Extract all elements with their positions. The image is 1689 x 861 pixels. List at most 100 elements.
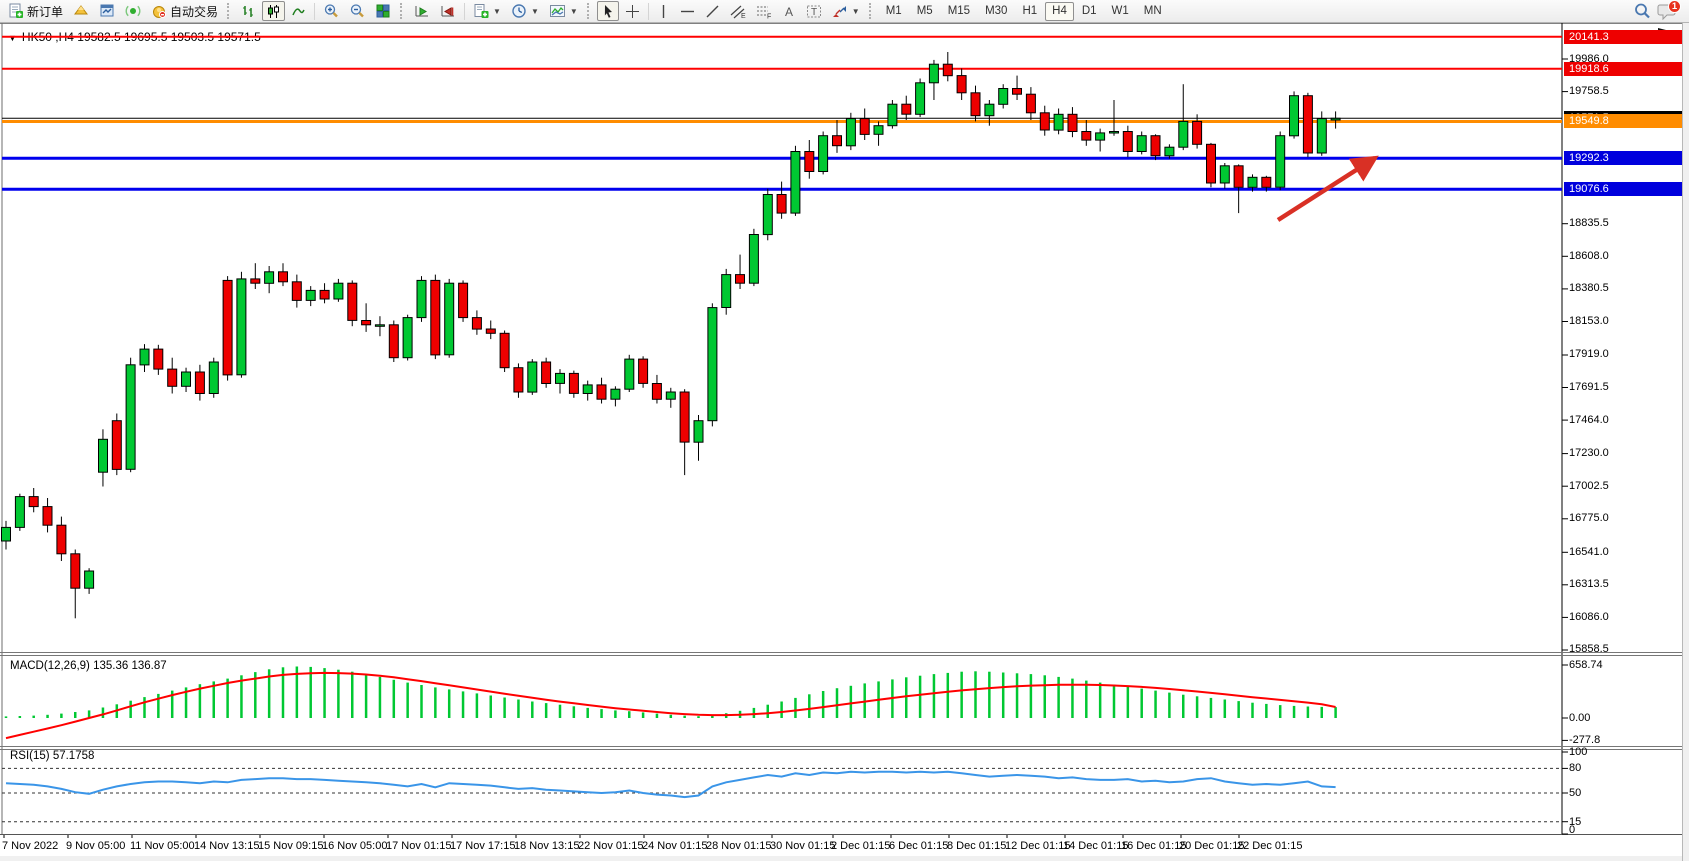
crosshair-button[interactable] [621, 1, 644, 21]
candle-body [790, 151, 801, 214]
notifications-button[interactable]: 1 [1657, 0, 1681, 21]
candle-body [374, 324, 385, 327]
crosshair-icon [625, 4, 639, 18]
candle-body [1136, 135, 1147, 152]
market-watch-button[interactable] [95, 1, 119, 21]
zoom-in-icon [324, 4, 338, 18]
candle-body [555, 372, 565, 384]
candle-body [1233, 165, 1244, 188]
auto-trading-button[interactable]: 自动交易 [147, 1, 222, 21]
annotation-arrow[interactable] [1276, 155, 1379, 222]
candle-body [845, 118, 856, 147]
new-order-label: 新订单 [27, 4, 64, 19]
candle-body [56, 524, 67, 555]
bar-chart-button[interactable] [237, 1, 260, 21]
candle-body [278, 271, 288, 283]
candle-body [998, 88, 1009, 105]
trendline-icon [706, 5, 719, 17]
horizontal-line-button[interactable] [676, 1, 699, 21]
candle-body [264, 271, 275, 284]
candle-body [402, 317, 413, 359]
candle-body [458, 282, 469, 319]
gold-button[interactable] [69, 1, 93, 21]
candle-body [194, 371, 205, 394]
signals-button[interactable] [121, 1, 145, 21]
candle-body [679, 391, 690, 443]
candle-body [84, 570, 95, 589]
svg-text:E: E [741, 13, 746, 19]
candle-body [111, 420, 122, 470]
candlestick-chart-icon [268, 4, 280, 18]
candle-body [388, 324, 399, 359]
templates-icon [549, 5, 565, 17]
candle-body [527, 361, 538, 393]
zoom-out-button[interactable] [345, 1, 369, 21]
channel-button[interactable]: E [726, 1, 750, 21]
text-label-button[interactable]: T [802, 1, 826, 21]
candle-body [208, 361, 219, 394]
candlestick-chart-button[interactable] [262, 1, 286, 21]
gold-icon [74, 5, 89, 15]
text-icon: A [785, 5, 793, 19]
timeframe-button-m15[interactable]: M15 [947, 5, 971, 17]
timeframe-button-h1[interactable]: H1 [1022, 5, 1038, 17]
templates-button[interactable]: ▼ [545, 1, 582, 21]
timeframe-button-m5[interactable]: M5 [916, 5, 933, 17]
periods-button[interactable]: ▼ [507, 1, 543, 21]
candle-body [568, 372, 579, 394]
line-chart-button[interactable] [287, 1, 310, 21]
candle-body [1192, 120, 1203, 145]
chart-window: ▼ HK50 ,H4 19582.5 19695.5 19503.5 19571.… [0, 23, 1689, 861]
fibonacci-icon: F [756, 6, 771, 19]
candle-body [499, 332, 510, 369]
candle-body [1, 526, 11, 542]
timeframe-toolbar: M1 M5 M15 M30 H1 H4 D1 W1 MN [879, 1, 1169, 21]
scroll-to-end-marker-icon[interactable] [1658, 28, 1672, 35]
search-icon[interactable] [1633, 2, 1651, 20]
candle-body [596, 384, 607, 400]
chart-shift-icon [441, 6, 455, 17]
timeframe-button-mn[interactable]: MN [1143, 5, 1162, 17]
candle-body [236, 278, 247, 376]
candle-body [776, 194, 787, 214]
timeframe-button-d1[interactable]: D1 [1081, 5, 1097, 17]
timeframe-button-h4[interactable]: H4 [1045, 1, 1074, 21]
arrow-objects-icon [832, 5, 846, 17]
candle-body [430, 279, 441, 356]
horizontal-line-icon [680, 10, 694, 12]
fibonacci-button[interactable]: F [752, 1, 776, 21]
candle-body [1261, 176, 1272, 188]
new-order-button[interactable]: 新订单 [4, 1, 67, 21]
candle-body [1150, 135, 1161, 157]
text-button[interactable]: A [778, 1, 800, 21]
timeframe-button-w1[interactable]: W1 [1111, 5, 1129, 17]
new-chart-button[interactable]: ▼ [469, 1, 505, 21]
trendline-button[interactable] [701, 1, 724, 21]
candle-body [1316, 118, 1327, 154]
candle-body [748, 234, 759, 284]
candle-body [970, 92, 981, 117]
cursor-button[interactable] [596, 1, 619, 21]
vertical-line-button[interactable] [653, 1, 674, 21]
timeframe-button-m30[interactable]: M30 [985, 5, 1008, 17]
zoom-in-button[interactable] [319, 1, 343, 21]
toolbar-grip [586, 3, 592, 19]
candle-body [915, 82, 926, 115]
auto-scroll-button[interactable] [410, 1, 434, 21]
candle-body [416, 279, 427, 319]
tile-windows-button[interactable] [371, 1, 395, 21]
chart-shift-button[interactable] [436, 1, 460, 21]
chevron-down-icon: ▼ [493, 6, 501, 16]
timeframe-button-m1[interactable]: M1 [885, 5, 902, 17]
candle-body [139, 348, 150, 366]
right-margin-strip [1682, 23, 1689, 861]
candle-body [222, 279, 233, 376]
line-chart-icon [292, 7, 305, 15]
candle-body [707, 307, 718, 422]
candle-body [1164, 146, 1175, 157]
candle-body [291, 281, 302, 301]
candle-body [153, 348, 164, 370]
candle-body [1122, 131, 1133, 152]
arrows-button[interactable]: ▼ [828, 1, 864, 21]
candle-body [1302, 95, 1313, 154]
